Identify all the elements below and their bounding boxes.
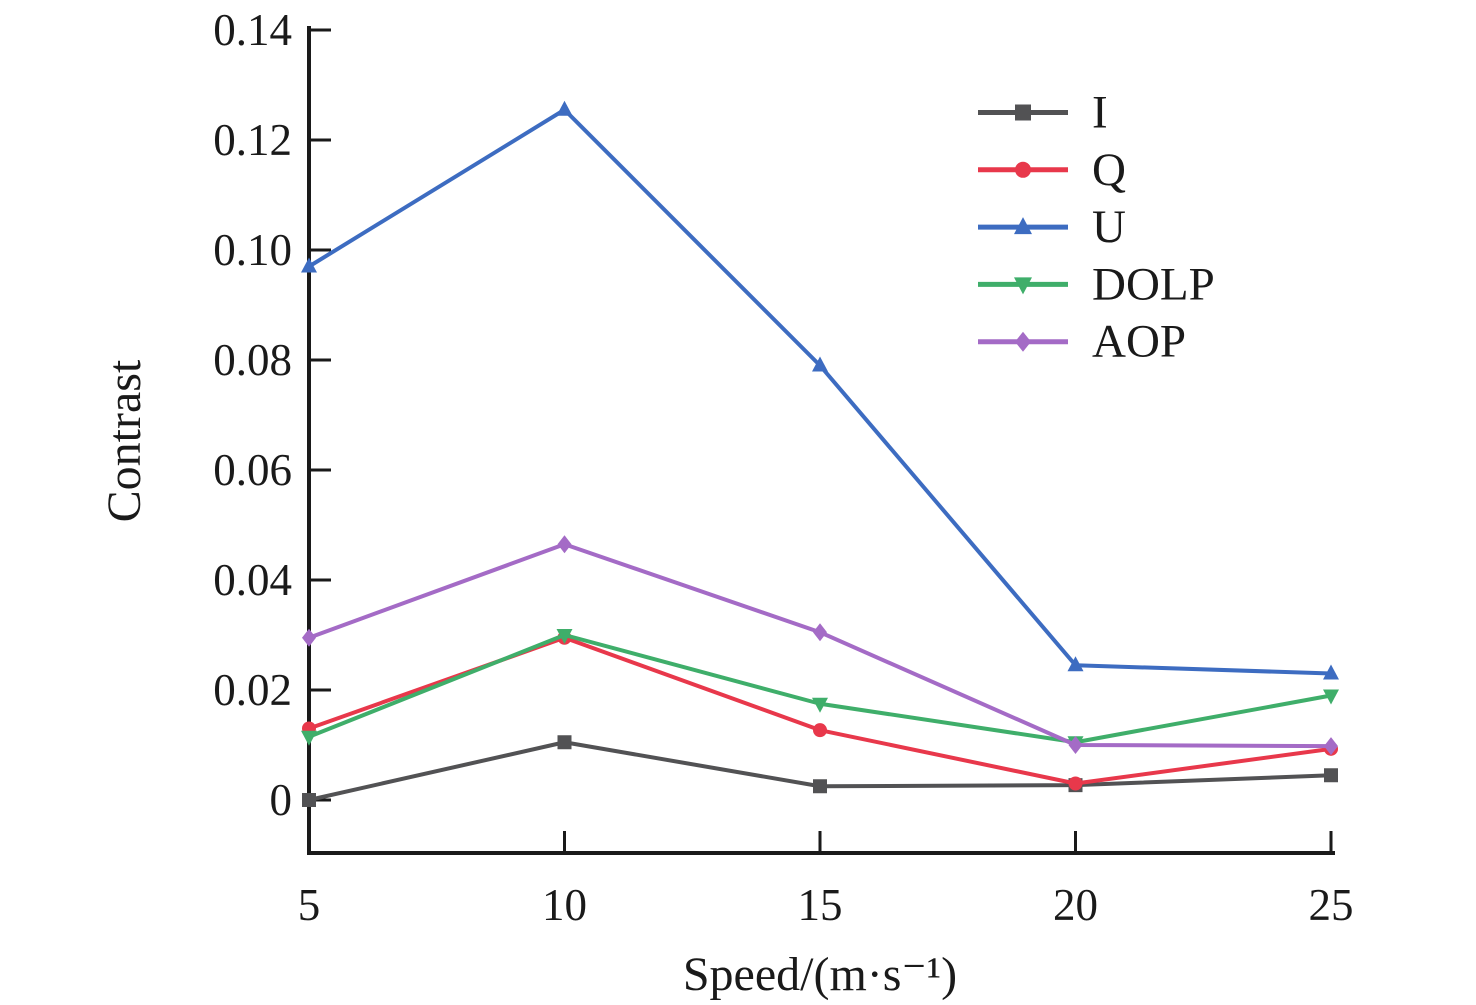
marker-diamond-icon: [302, 628, 316, 647]
marker-circle: [813, 723, 827, 738]
y-tick-label: 0: [270, 775, 293, 825]
legend-label: I: [1092, 87, 1108, 139]
y-tick-label: 0.12: [213, 115, 292, 165]
marker-triangle-down-icon: [1014, 277, 1032, 295]
legend-label: AOP: [1092, 316, 1186, 368]
marker-triangle-up-icon: [1323, 664, 1339, 680]
marker-triangle-down-icon: [812, 697, 828, 713]
marker-diamond-icon: [1068, 736, 1083, 754]
y-axis-label: Contrast: [98, 359, 151, 522]
marker-triangle-down-icon: [1323, 689, 1339, 705]
x-tick-label: 15: [798, 880, 843, 930]
x-tick-label: 20: [1053, 880, 1098, 930]
series-U: [301, 100, 1339, 680]
axes: 0 0.02 0.04 0.06 0.08 0.10 0.12 0.14 5 10 15 20 25: [213, 5, 1353, 930]
marker-square: [302, 793, 316, 807]
marker-triangle-up-icon: [812, 356, 828, 372]
y-tick-label: 0.04: [213, 555, 292, 605]
y-tick-label: 0.06: [213, 445, 292, 495]
y-tick-label: 0.08: [213, 335, 292, 385]
legend-item-I: I: [978, 87, 1108, 139]
marker-diamond-icon: [813, 623, 827, 642]
legend-label: DOLP: [1092, 258, 1215, 310]
marker-triangle-up-icon: [301, 257, 317, 273]
marker-square: [1324, 768, 1338, 783]
marker-square: [813, 779, 827, 794]
x-tick-label: 25: [1309, 880, 1354, 930]
series-line-U: [307, 107, 1332, 676]
legend-item-Q: Q: [978, 144, 1126, 196]
marker-circle: [1068, 776, 1083, 791]
x-tick-label: 10: [542, 880, 587, 930]
marker-circle: [1015, 161, 1031, 178]
series-line-AOP: [308, 542, 1332, 749]
marker-diamond-icon: [557, 535, 572, 554]
marker-diamond-icon: [1015, 331, 1031, 352]
marker-square: [557, 735, 572, 750]
legend-item-U: U: [978, 201, 1126, 253]
legend-item-AOP: AOP: [978, 316, 1186, 368]
y-tick-label: 0.02: [213, 665, 292, 715]
marker-triangle-up-icon: [1014, 217, 1032, 235]
marker-diamond-icon: [1324, 737, 1338, 756]
x-axis-label: Speed/(m·s⁻¹): [683, 948, 957, 1001]
series-AOP: [302, 535, 1338, 756]
marker-triangle-down-icon: [556, 629, 573, 644]
marker-triangle-down-icon: [301, 730, 317, 746]
y-tick-label: 0.10: [213, 225, 292, 275]
legend-label: U: [1092, 201, 1126, 253]
marker-square: [1015, 104, 1031, 121]
legend-item-DOLP: DOLP: [978, 258, 1215, 310]
marker-triangle-up-icon: [1067, 656, 1084, 672]
marker-triangle-up-icon: [556, 100, 573, 116]
data-series: [301, 100, 1339, 807]
legend-label: Q: [1092, 144, 1126, 196]
y-tick-label: 0.14: [213, 5, 292, 55]
x-tick-label: 5: [298, 880, 321, 930]
